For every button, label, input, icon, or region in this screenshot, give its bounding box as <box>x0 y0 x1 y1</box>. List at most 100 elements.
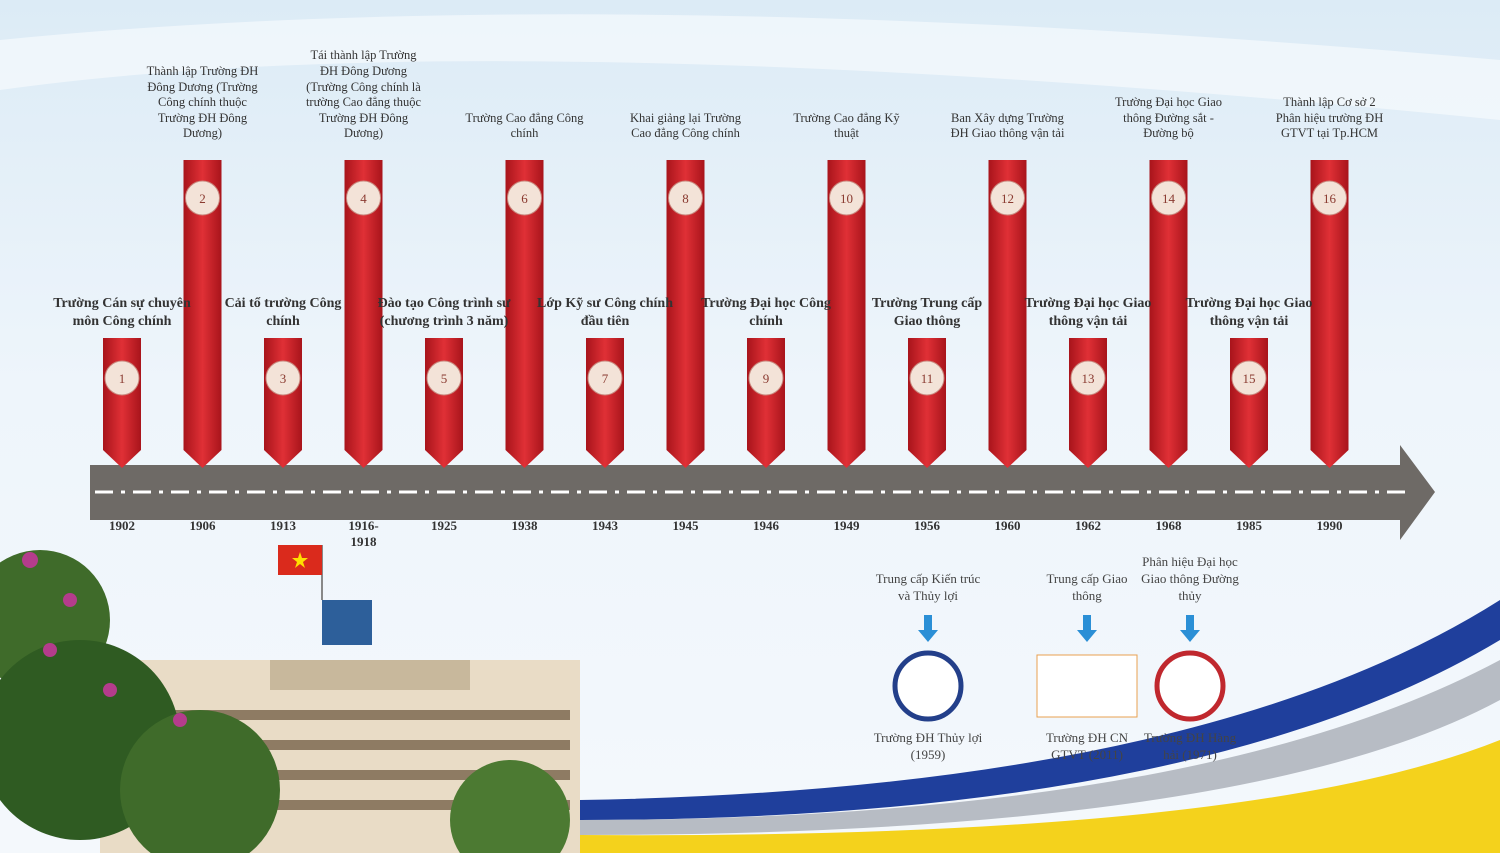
milestone-bar <box>1230 338 1268 468</box>
milestone-badge <box>104 360 140 396</box>
milestone-label: Cải tổ trường Công chính <box>224 296 342 329</box>
milestone-number: 16 <box>1323 191 1337 206</box>
flag-star <box>292 552 308 568</box>
milestone-bar <box>747 338 785 468</box>
milestone-year: 1902 <box>109 518 135 533</box>
milestone-number: 4 <box>360 191 367 206</box>
milestone-badge <box>829 180 864 216</box>
windows <box>130 710 570 810</box>
milestone-badge <box>1151 180 1186 216</box>
swoosh <box>0 14 1500 120</box>
milestone-year: 1938 <box>511 518 538 533</box>
milestone-number: 11 <box>921 371 934 386</box>
milestone-number: 1 <box>119 371 126 386</box>
branch-origin: Trung cấp Giao thông <box>1046 571 1128 604</box>
milestone-year: 1945 <box>672 518 699 533</box>
milestone-badge <box>507 180 542 216</box>
milestone-label: Trường Đại học Công chính <box>701 296 831 329</box>
milestone-bar <box>1069 338 1107 468</box>
milestone-badge <box>185 180 220 216</box>
milestone-label: Trường Cán sự chuyên môn Công chính <box>53 296 191 329</box>
milestone-label: Trường Cao đẳng Kỹ thuật <box>793 110 900 141</box>
branch-arrow <box>1077 615 1097 642</box>
milestone-year: 1925 <box>431 518 457 533</box>
milestone-label: Tái thành lập Trường ĐH Đông Dương (Trườ… <box>305 48 422 141</box>
branch-result: Trường ĐH CN GTVT (2011) <box>1045 730 1129 762</box>
milestone-year: 1985 <box>1236 518 1262 533</box>
branch-logo <box>1036 654 1138 718</box>
milestone-badge <box>1070 360 1106 396</box>
milestone-label: Khai giảng lại Trường Cao đẳng Công chín… <box>630 110 741 141</box>
milestone-number: 7 <box>602 371 609 386</box>
milestone-year: 1943 <box>592 518 618 533</box>
milestone-badge <box>1312 180 1347 216</box>
milestone-badge <box>990 180 1025 216</box>
milestone-number: 8 <box>682 191 689 206</box>
milestone-year: 1968 <box>1155 518 1182 533</box>
milestone-label: Ban Xây dựng Trường ĐH Giao thông vận tả… <box>950 110 1065 141</box>
milestone-year: 1990 <box>1316 518 1343 533</box>
milestone-number: 5 <box>441 371 448 386</box>
milestone-year: 1946 <box>753 518 779 533</box>
milestone-label: Lớp Kỹ sư Công chính đầu tiên <box>537 296 673 329</box>
milestone-year: 1949 <box>833 518 860 533</box>
milestone-badge <box>587 360 623 396</box>
milestone-year: 1906 <box>189 518 216 533</box>
milestone-label: Thành lập Trường ĐH Đông Dương (Trường C… <box>146 63 259 141</box>
milestone-number: 13 <box>1082 371 1095 386</box>
branch-arrow <box>918 615 938 642</box>
milestone-label: Trường Đại học Giao thông vận tải <box>1024 296 1152 329</box>
milestone-badge <box>1231 360 1267 396</box>
milestone-label: Trường Đại học Giao thông vận tải <box>1185 296 1313 329</box>
milestone-number: 9 <box>763 371 770 386</box>
branch-arrow <box>1180 615 1200 642</box>
milestone-label: Đào tạo Công trình sư (chương trình 3 nă… <box>377 296 511 329</box>
milestone-number: 15 <box>1243 371 1256 386</box>
milestone-badge <box>909 360 945 396</box>
milestone-bar <box>183 160 222 468</box>
milestone-bar <box>666 160 705 468</box>
swoosh <box>580 660 1500 835</box>
road-arrow <box>90 445 1435 540</box>
building-sign <box>270 660 470 690</box>
branch-result: Trường ĐH Thủy lợi (1959) <box>873 730 983 762</box>
milestone-number: 3 <box>280 371 287 386</box>
milestone-bar <box>344 160 383 468</box>
branch-origin: Trung cấp Kiến trúc và Thủy lợi <box>875 571 981 604</box>
milestone-bar <box>908 338 946 468</box>
milestone-number: 14 <box>1162 191 1176 206</box>
milestone-bar <box>264 338 302 468</box>
milestone-number: 12 <box>1001 191 1014 206</box>
milestone-label: Trường Cao đẳng Công chính <box>465 110 584 141</box>
branch-logo <box>892 650 964 722</box>
milestone-label: Trường Đại học Giao thông Đường sắt - Đư… <box>1114 95 1222 141</box>
milestone-label: Thành lập Cơ sở 2 Phân hiệu trường ĐH GT… <box>1275 95 1384 141</box>
milestone-label: Trường Trung cấp Giao thông <box>871 296 983 329</box>
milestone-year: 1960 <box>994 518 1021 533</box>
milestone-bar <box>586 338 624 468</box>
swoosh <box>580 740 1500 853</box>
milestone-number: 10 <box>840 191 853 206</box>
milestone-bar <box>505 160 544 468</box>
milestone-badge <box>426 360 462 396</box>
trees <box>0 550 570 853</box>
milestone-bar <box>1149 160 1188 468</box>
milestone-bar <box>827 160 866 468</box>
milestone-bar <box>425 338 463 468</box>
emblem <box>322 600 372 645</box>
milestone-number: 2 <box>199 191 206 206</box>
branch-origin: Phân hiệu Đại học Giao thông Đường thủy <box>1141 554 1239 604</box>
milestone-bar <box>103 338 141 468</box>
milestone-year: 1956 <box>914 518 940 533</box>
milestone-badge <box>346 180 381 216</box>
milestone-year: 1913 <box>270 518 296 533</box>
milestone-badge <box>265 360 301 396</box>
milestone-year: 1916-1918 <box>348 518 379 549</box>
milestone-number: 6 <box>521 191 528 206</box>
milestone-badge <box>668 180 703 216</box>
branch-result: Trường ĐH Hàng hải (1971) <box>1143 730 1237 762</box>
milestone-year: 1962 <box>1075 518 1101 533</box>
milestone-bar <box>988 160 1027 468</box>
